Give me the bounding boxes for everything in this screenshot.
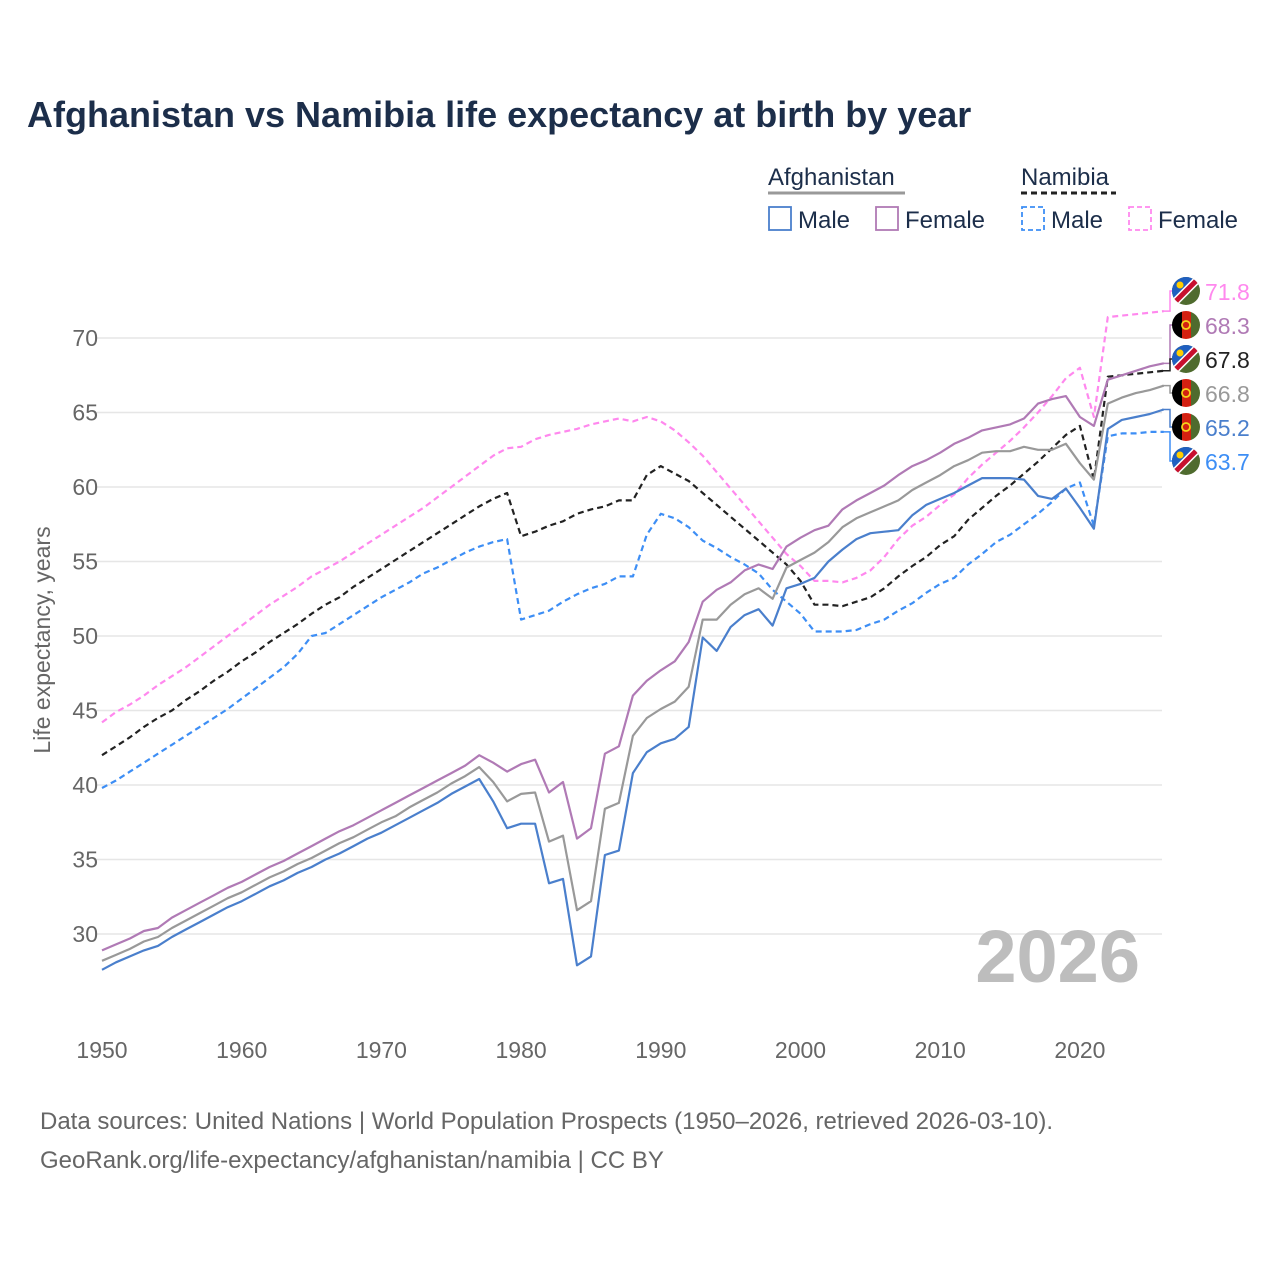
afghanistan-flag-icon	[1172, 379, 1200, 407]
legend-item-female: Female	[1158, 207, 1238, 234]
flag-stripe	[1191, 311, 1200, 339]
x-tick-label: 2000	[775, 1037, 826, 1063]
afghanistan-flag-icon	[1172, 413, 1200, 441]
flag-stripe	[1191, 379, 1200, 407]
flag-stripe	[1182, 413, 1191, 441]
flag-stripe	[1172, 379, 1182, 407]
y-tick-label: 30	[72, 921, 98, 947]
flag-body	[1172, 345, 1200, 373]
y-tick-label: 40	[72, 772, 98, 798]
end-value-label: 68.3	[1205, 313, 1250, 339]
series-line-afghanistan	[101, 384, 1165, 962]
legend-item-male: Male	[1051, 207, 1103, 234]
end-value-label: 71.8	[1205, 279, 1250, 305]
x-tick-label: 1950	[76, 1037, 127, 1063]
series-line-afghanistan-male	[101, 408, 1165, 971]
series-line-namibia-female	[101, 310, 1164, 724]
legend-swatch	[1128, 206, 1152, 231]
flag-body	[1172, 277, 1200, 305]
namibia-flag-icon	[1172, 447, 1200, 475]
flag-sun	[1176, 281, 1184, 289]
flag-stripe	[1191, 413, 1200, 441]
y-tick-label: 45	[72, 698, 98, 724]
y-tick-label: 50	[72, 623, 98, 649]
x-tick-label: 2010	[915, 1037, 966, 1063]
flag-stripe	[1182, 311, 1191, 339]
y-axis-label: Life expectancy, years	[29, 526, 55, 753]
y-tick-label: 60	[72, 474, 98, 500]
flag-emblem	[1181, 422, 1191, 432]
flag-sun	[1176, 451, 1184, 459]
legend-swatch	[875, 206, 899, 231]
namibia-flag-icon	[1172, 345, 1200, 373]
flag-body	[1172, 311, 1200, 339]
x-tick-label: 2020	[1054, 1037, 1105, 1063]
flag-sun	[1176, 349, 1184, 357]
flag-body	[1172, 413, 1200, 441]
x-tick-label: 1980	[496, 1037, 547, 1063]
end-value-label: 65.2	[1205, 415, 1250, 441]
flag-stripe	[1172, 311, 1182, 339]
x-tick-label: 1990	[635, 1037, 686, 1063]
legend-group-title: Namibia	[1021, 164, 1110, 191]
legend-group-title: Afghanistan	[768, 164, 895, 191]
series-line-afghanistan-female	[101, 362, 1164, 952]
flag-emblem	[1181, 388, 1191, 398]
end-value-label: 63.7	[1205, 449, 1250, 475]
source-text: Data sources: United Nations | World Pop…	[40, 1108, 1054, 1135]
year-watermark: 2026	[975, 915, 1140, 998]
namibia-flag-icon	[1172, 277, 1200, 305]
flag-body	[1172, 379, 1200, 407]
y-tick-label: 70	[72, 325, 98, 351]
source-link[interactable]: GeoRank.org/life-expectancy/afghanistan/…	[40, 1147, 664, 1174]
afghanistan-flag-icon	[1172, 311, 1200, 339]
flag-stripe	[1172, 413, 1182, 441]
y-tick-label: 55	[72, 549, 98, 575]
flag-emblem	[1181, 320, 1191, 330]
x-tick-label: 1970	[356, 1037, 407, 1063]
series-line-namibia-male	[101, 430, 1164, 789]
legend-swatch	[768, 206, 792, 231]
series-line-namibia	[101, 369, 1164, 757]
y-tick-label: 65	[72, 400, 98, 426]
flag-body	[1172, 447, 1200, 475]
y-tick-label: 35	[72, 847, 98, 873]
x-tick-label: 1960	[216, 1037, 267, 1063]
end-value-label: 66.8	[1205, 381, 1250, 407]
legend-item-male: Male	[798, 207, 850, 234]
legend-item-female: Female	[905, 207, 985, 234]
legend-swatch	[1021, 206, 1045, 231]
chart-title: Afghanistan vs Namibia life expectancy a…	[27, 94, 972, 135]
flag-stripe	[1182, 379, 1191, 407]
end-value-label: 67.8	[1205, 347, 1250, 373]
